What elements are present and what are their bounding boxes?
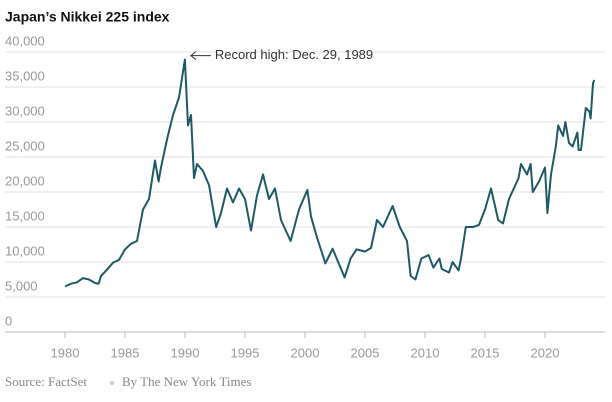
y-tick-label: 20,000 (5, 173, 45, 188)
x-tick-label: 1995 (231, 345, 260, 360)
x-tick-label: 2005 (351, 345, 380, 360)
y-tick-label: 25,000 (5, 138, 45, 153)
y-tick-label: 10,000 (5, 243, 45, 258)
credit: By The New York Times (122, 374, 251, 389)
y-tick-label: 35,000 (5, 68, 45, 83)
separator (110, 381, 114, 385)
source: Source: FactSet (5, 374, 87, 389)
annotation: Record high: Dec. 29, 1989 (215, 47, 373, 62)
line (64, 58, 596, 288)
annotation-arrowhead (190, 51, 197, 60)
y-tick-label: 15,000 (5, 208, 45, 223)
y-tick-label: 30,000 (5, 103, 45, 118)
x-tick-label: 2010 (411, 345, 440, 360)
x-tick-label: 2015 (471, 345, 500, 360)
y-tick-label: 5,000 (5, 278, 38, 293)
chart-title: Japan’s Nikkei 225 index (5, 9, 170, 25)
x-tick-label: 2000 (291, 345, 320, 360)
x-tick-label: 1980 (51, 345, 80, 360)
y-tick-label: 40,000 (5, 33, 45, 48)
x-tick-label: 2020 (531, 345, 560, 360)
x-tick-label: 1990 (171, 345, 200, 360)
y-tick-label: 0 (5, 313, 12, 328)
x-tick-label: 1985 (111, 345, 140, 360)
